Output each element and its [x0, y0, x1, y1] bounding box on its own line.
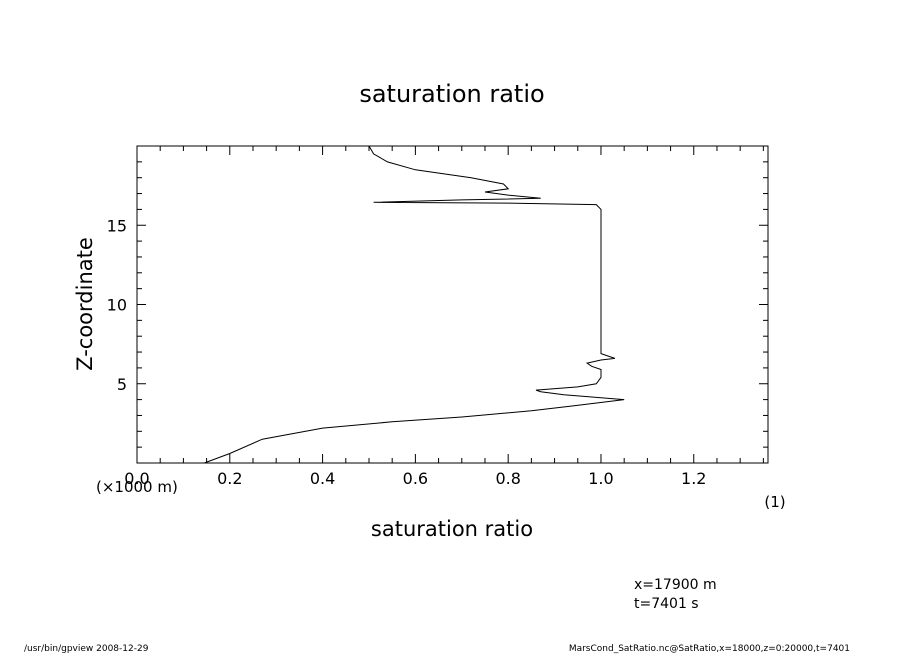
axis-ticks [136, 145, 768, 464]
y-tick-label: 10 [107, 296, 127, 315]
x-tick-label: 0.6 [403, 469, 428, 488]
chart-title: saturation ratio [359, 80, 544, 108]
plot-frame [136, 145, 769, 464]
x-tick-label: 0.2 [217, 469, 242, 488]
x-position-annotation: x=17900 m [634, 577, 717, 593]
x-axis-label: saturation ratio [371, 517, 533, 541]
y-axis-label: Z-coordinate [73, 237, 97, 371]
time-annotation: t=7401 s [634, 596, 699, 612]
x-unit-label: (1) [764, 493, 785, 511]
x-tick-label: 1.2 [681, 469, 706, 488]
x-tick-label: 0.8 [495, 469, 520, 488]
y-tick-label: 5 [117, 375, 127, 394]
y-unit-label: (×1000 m) [96, 478, 178, 496]
y-tick-labels: 5 10 15 [107, 216, 127, 394]
footer-right: MarsCond_SatRatio.nc@SatRatio,x=18000,z=… [569, 644, 850, 654]
x-tick-label: 1.0 [588, 469, 613, 488]
series-line [204, 145, 625, 464]
x-tick-labels: 0.0 0.2 0.4 0.6 0.8 1.0 1.2 [124, 469, 706, 488]
footer-left: /usr/bin/gpview 2008-12-29 [24, 644, 149, 654]
x-tick-label: 0.4 [310, 469, 335, 488]
x-tick-label: 0.0 [124, 469, 149, 488]
y-tick-label: 15 [107, 216, 127, 235]
